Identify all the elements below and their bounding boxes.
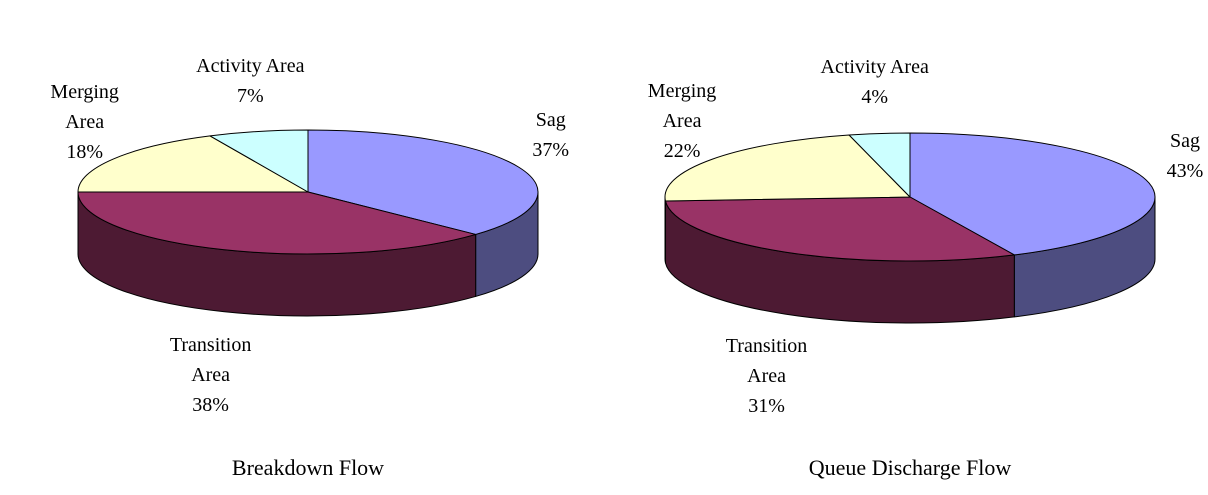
data-label: Sag 43% xyxy=(1130,126,1208,186)
chart-title: Breakdown Flow xyxy=(231,455,385,480)
category-label: Sag xyxy=(535,109,566,132)
value-label: 18% xyxy=(66,141,103,164)
value-label: 37% xyxy=(532,139,570,162)
slice xyxy=(848,132,911,198)
data-label: Activity Area 4% xyxy=(820,52,930,112)
category-label: Transition Area xyxy=(725,335,808,388)
value-label: 38% xyxy=(192,393,229,416)
value-label: 43% xyxy=(1166,160,1204,183)
category-label: Sag xyxy=(1169,130,1200,153)
slice xyxy=(664,134,911,202)
slice xyxy=(77,135,309,193)
data-label: Activity Area 7% xyxy=(195,51,305,111)
data-label: Transition Area 38% xyxy=(156,330,266,420)
data-label: Transition Area 31% xyxy=(712,331,822,421)
chart-title: Queue Discharge Flow xyxy=(808,455,1012,480)
data-label: Merging Area 18% xyxy=(30,77,140,167)
slice xyxy=(909,132,1156,256)
category-label: Activity Area xyxy=(820,55,929,78)
value-label: 22% xyxy=(663,139,701,162)
slice xyxy=(77,191,477,255)
category-label: Merging Area xyxy=(50,81,119,134)
value-label: 31% xyxy=(748,395,785,418)
category-label: Merging Area xyxy=(647,79,717,132)
category-label: Transition Area xyxy=(169,333,252,386)
value-label: 4% xyxy=(861,85,888,108)
slice xyxy=(307,129,539,235)
slice xyxy=(209,129,309,193)
category-label: Activity Area xyxy=(196,55,305,78)
slice xyxy=(664,196,1015,262)
data-label: Sag 37% xyxy=(496,105,606,165)
value-label: 7% xyxy=(236,85,264,108)
data-label: Merging Area 22% xyxy=(627,76,737,166)
